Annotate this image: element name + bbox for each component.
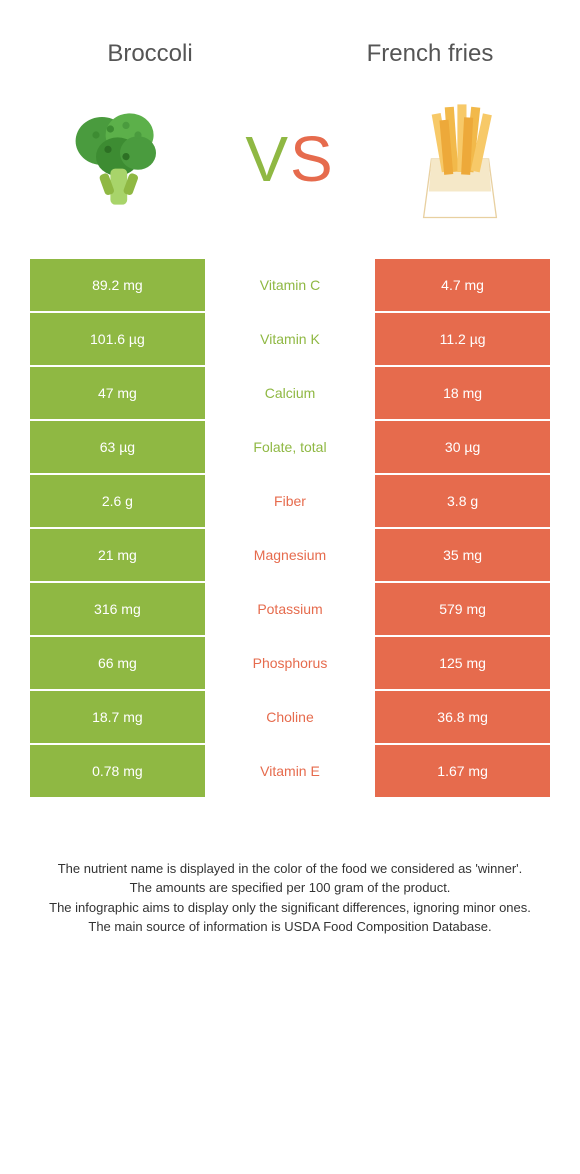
right-value: 30 µg — [373, 421, 550, 475]
nutrient-label: Phosphorus — [207, 637, 373, 691]
left-value: 66 mg — [30, 637, 207, 691]
nutrient-row: 21 mgMagnesium35 mg — [30, 529, 550, 583]
hero-row: VS — [0, 79, 580, 259]
footer-notes: The nutrient name is displayed in the co… — [40, 859, 540, 937]
left-value: 2.6 g — [30, 475, 207, 529]
nutrient-label: Vitamin E — [207, 745, 373, 799]
right-value: 11.2 µg — [373, 313, 550, 367]
nutrient-label: Folate, total — [207, 421, 373, 475]
nutrient-row: 2.6 gFiber3.8 g — [30, 475, 550, 529]
vs-label: VS — [245, 122, 334, 196]
right-value: 579 mg — [373, 583, 550, 637]
right-value: 35 mg — [373, 529, 550, 583]
nutrient-row: 0.78 mgVitamin E1.67 mg — [30, 745, 550, 799]
food-right-title: French fries — [330, 40, 530, 69]
nutrient-label: Calcium — [207, 367, 373, 421]
right-value: 18 mg — [373, 367, 550, 421]
broccoli-image — [50, 89, 190, 229]
left-value: 101.6 µg — [30, 313, 207, 367]
nutrient-label: Vitamin K — [207, 313, 373, 367]
left-value: 0.78 mg — [30, 745, 207, 799]
left-value: 47 mg — [30, 367, 207, 421]
nutrient-label: Vitamin C — [207, 259, 373, 313]
nutrient-table: 89.2 mgVitamin C4.7 mg101.6 µgVitamin K1… — [30, 259, 550, 799]
vs-s-letter: S — [290, 123, 335, 195]
right-value: 4.7 mg — [373, 259, 550, 313]
fries-image — [390, 89, 530, 229]
footer-line-3: The infographic aims to display only the… — [40, 898, 540, 918]
nutrient-row: 18.7 mgCholine36.8 mg — [30, 691, 550, 745]
header: Broccoli French fries — [0, 0, 580, 79]
footer-line-1: The nutrient name is displayed in the co… — [40, 859, 540, 879]
nutrient-row: 101.6 µgVitamin K11.2 µg — [30, 313, 550, 367]
nutrient-row: 47 mgCalcium18 mg — [30, 367, 550, 421]
footer-line-4: The main source of information is USDA F… — [40, 917, 540, 937]
footer-line-2: The amounts are specified per 100 gram o… — [40, 878, 540, 898]
right-value: 1.67 mg — [373, 745, 550, 799]
left-value: 63 µg — [30, 421, 207, 475]
nutrient-row: 63 µgFolate, total30 µg — [30, 421, 550, 475]
nutrient-row: 89.2 mgVitamin C4.7 mg — [30, 259, 550, 313]
left-value: 316 mg — [30, 583, 207, 637]
nutrient-label: Potassium — [207, 583, 373, 637]
nutrient-row: 66 mgPhosphorus125 mg — [30, 637, 550, 691]
right-value: 36.8 mg — [373, 691, 550, 745]
nutrient-label: Fiber — [207, 475, 373, 529]
left-value: 18.7 mg — [30, 691, 207, 745]
left-value: 21 mg — [30, 529, 207, 583]
right-value: 125 mg — [373, 637, 550, 691]
nutrient-row: 316 mgPotassium579 mg — [30, 583, 550, 637]
vs-v-letter: V — [245, 123, 290, 195]
nutrient-label: Choline — [207, 691, 373, 745]
left-value: 89.2 mg — [30, 259, 207, 313]
food-left-title: Broccoli — [50, 40, 250, 69]
nutrient-label: Magnesium — [207, 529, 373, 583]
right-value: 3.8 g — [373, 475, 550, 529]
